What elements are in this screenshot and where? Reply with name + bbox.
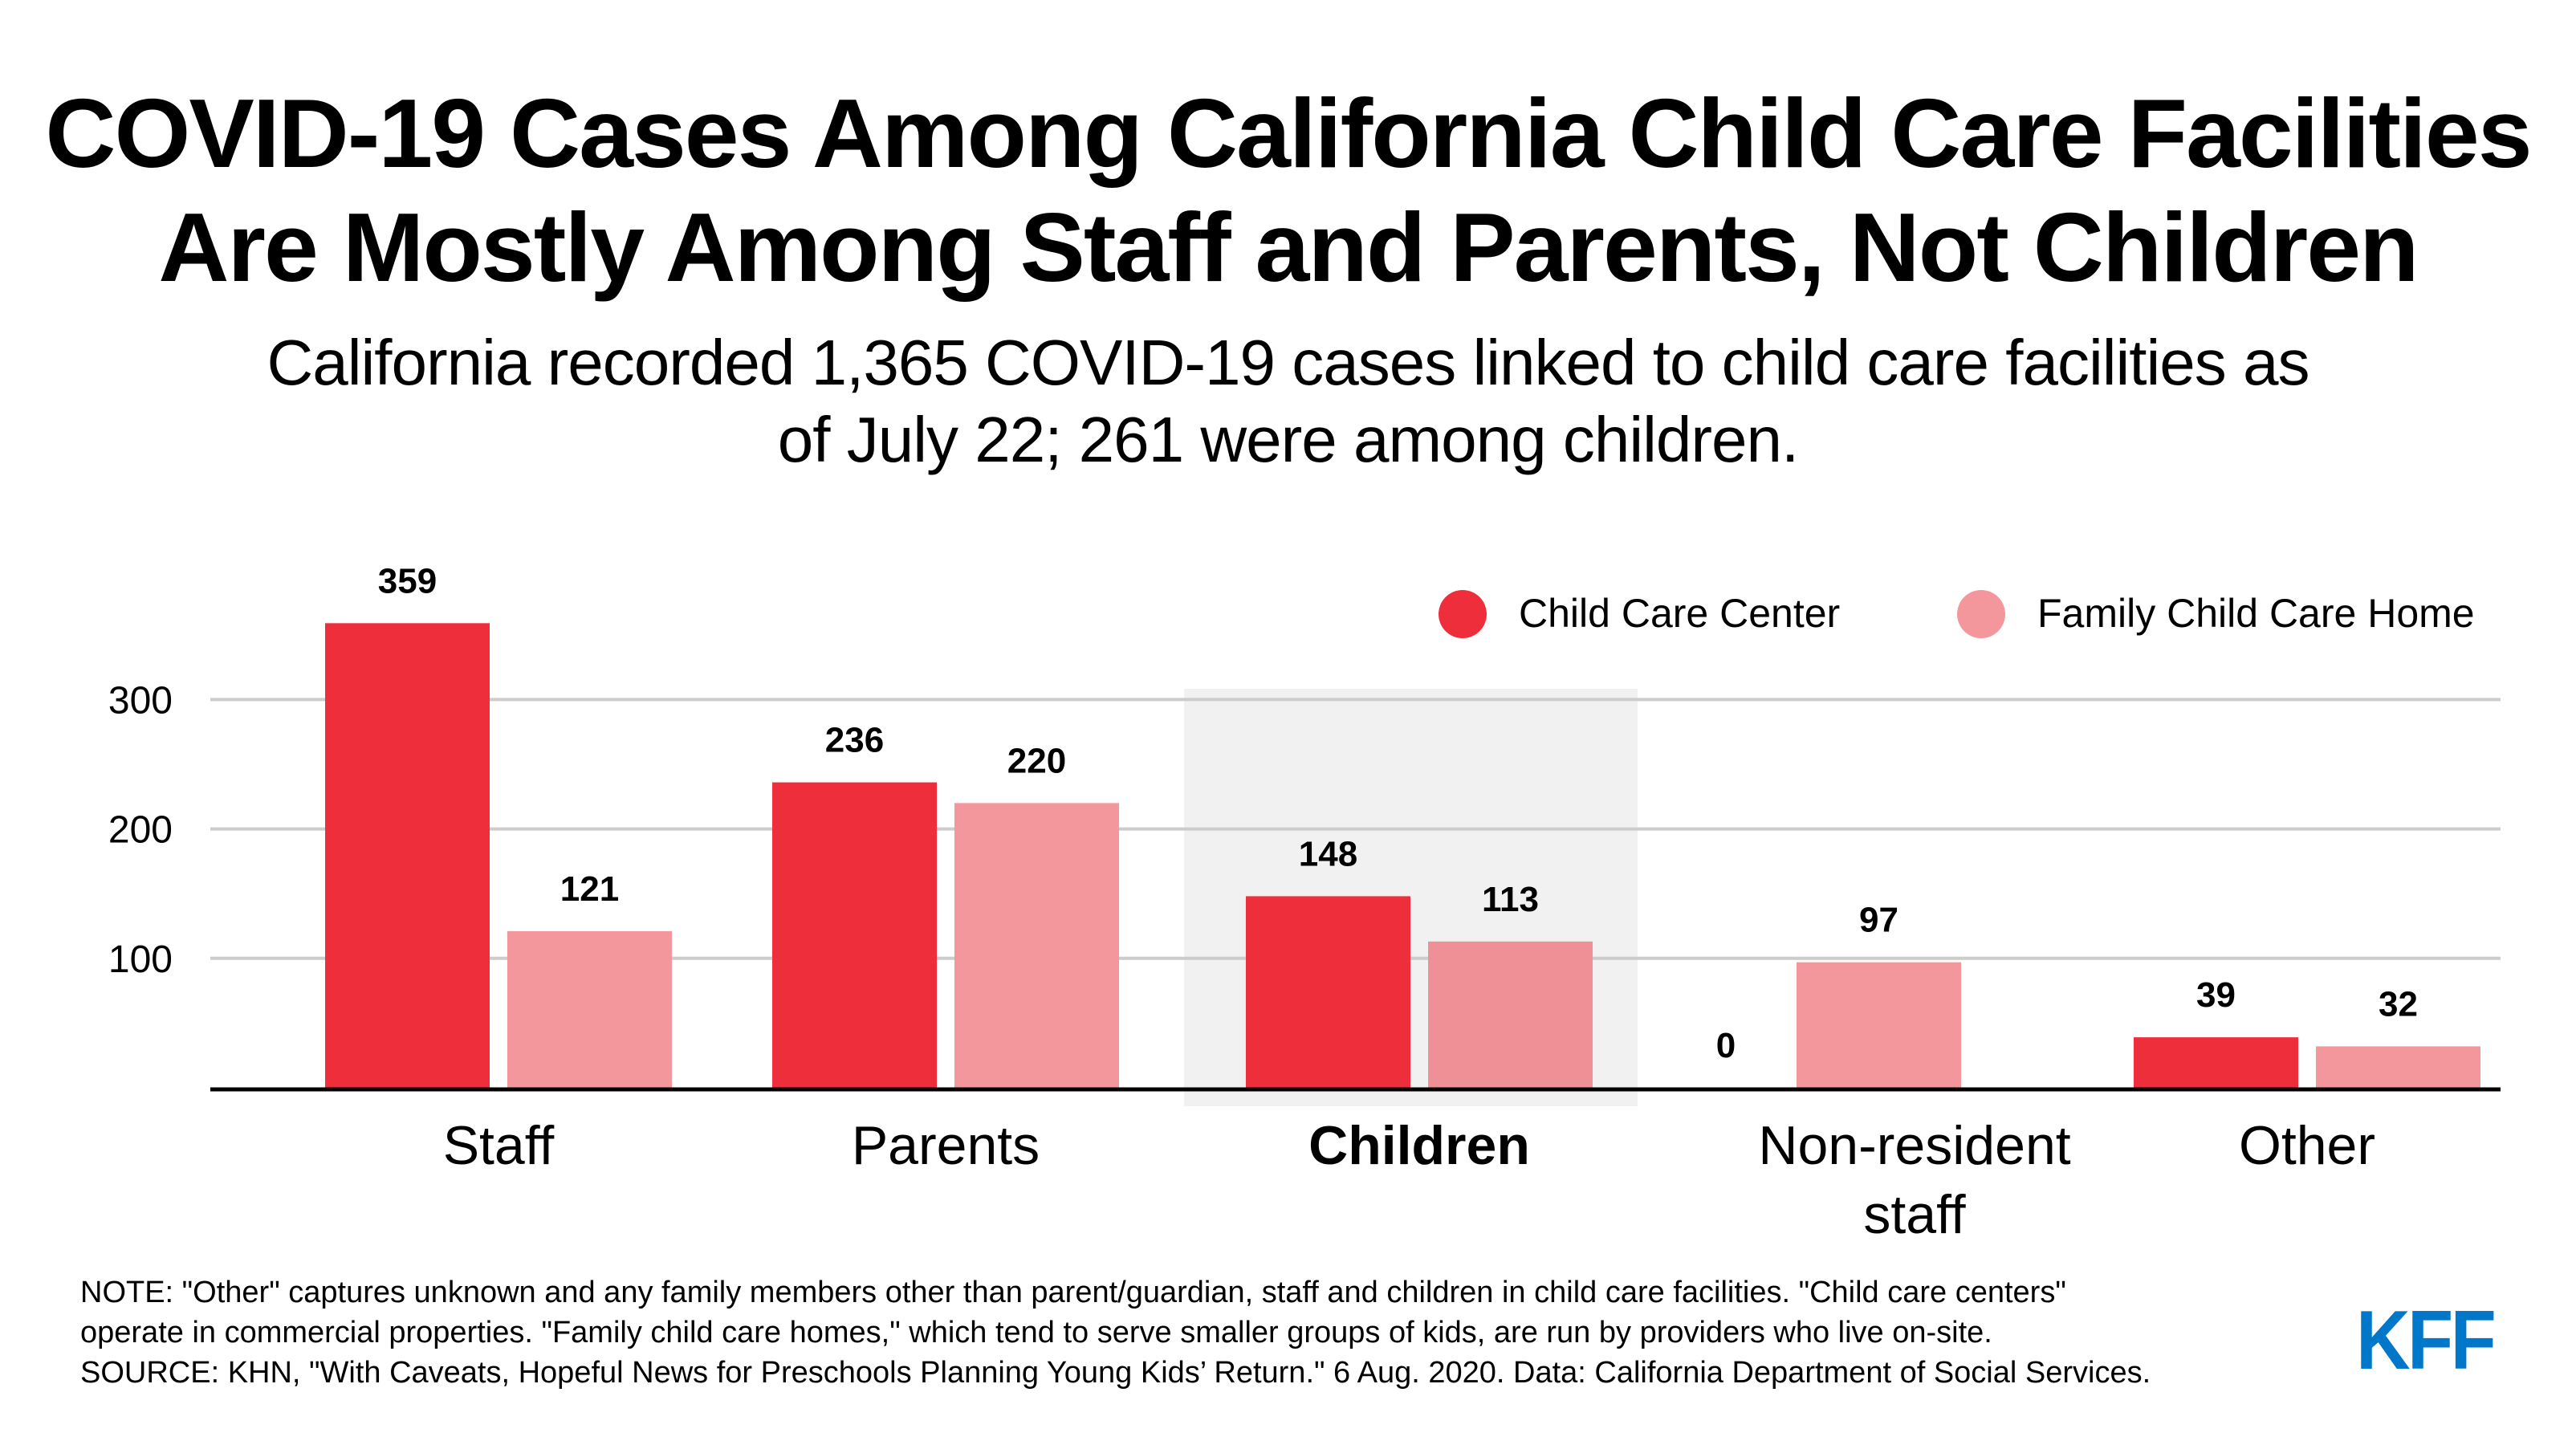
data-label-non-resident-staff-family-child-care-home: 97 [1859, 901, 1898, 940]
category-label-children: Children [1308, 1115, 1530, 1176]
chart-subtitle-line-2: of July 22; 261 were among children. [777, 404, 1799, 475]
chart-subtitle-line-1: California recorded 1,365 COVID-19 cases… [267, 327, 2309, 398]
legend-label-child-care-center: Child Care Center [1519, 591, 1840, 636]
bar-children-family-child-care-home [1428, 941, 1593, 1088]
data-label-other-child-care-center: 39 [2196, 975, 2236, 1015]
bar-staff-family-child-care-home [507, 930, 672, 1088]
data-label-parents-child-care-center: 236 [825, 721, 884, 760]
legend-label-family-child-care-home: Family Child Care Home [2037, 591, 2475, 636]
category-label-non-resident-staff-line-2: staff [1863, 1184, 1965, 1245]
data-label-children-child-care-center: 148 [1299, 834, 1357, 873]
bar-other-child-care-center [2134, 1037, 2298, 1088]
chart-title-line-2: Are Mostly Among Staff and Parents, Not … [158, 193, 2419, 302]
bar-staff-child-care-center [325, 623, 490, 1088]
bar-parents-family-child-care-home [954, 803, 1119, 1088]
y-tick-label-200: 200 [108, 809, 173, 852]
category-label-non-resident-staff-line-1: Non-resident [1758, 1115, 2070, 1176]
footnote: NOTE: "Other" captures unknown and any f… [80, 1272, 2248, 1393]
category-label-staff: Staff [443, 1115, 555, 1176]
bar-non-resident-staff-family-child-care-home [1797, 962, 1961, 1088]
footnote-note-line-1: NOTE: "Other" captures unknown and any f… [80, 1276, 2066, 1309]
data-label-children-family-child-care-home: 113 [1482, 880, 1539, 919]
chart-title-line-1: COVID-19 Cases Among California Child Ca… [45, 79, 2532, 188]
bar-other-family-child-care-home [2316, 1046, 2480, 1088]
data-label-parents-family-child-care-home: 220 [1007, 741, 1066, 780]
footnote-source-line: SOURCE: KHN, "With Caveats, Hopeful News… [80, 1356, 2151, 1390]
legend-swatch-child-care-center [1439, 590, 1487, 638]
data-label-staff-child-care-center: 359 [378, 561, 437, 600]
data-label-non-resident-staff-child-care-center: 0 [1716, 1026, 1736, 1065]
category-label-parents: Parents [852, 1115, 1040, 1176]
y-tick-label-100: 100 [108, 938, 173, 981]
category-label-other: Other [2239, 1115, 2375, 1176]
y-tick-label-300: 300 [108, 679, 173, 722]
data-label-other-family-child-care-home: 32 [2379, 984, 2418, 1024]
kff-logo: KFF [2356, 1294, 2497, 1387]
bar-children-child-care-center [1246, 896, 1410, 1088]
legend-swatch-family-child-care-home [1957, 590, 2005, 638]
data-label-staff-family-child-care-home: 121 [560, 869, 619, 909]
bar-parents-child-care-center [772, 782, 937, 1088]
footnote-note-line-2: operate in commercial properties. "Famil… [80, 1316, 1992, 1349]
